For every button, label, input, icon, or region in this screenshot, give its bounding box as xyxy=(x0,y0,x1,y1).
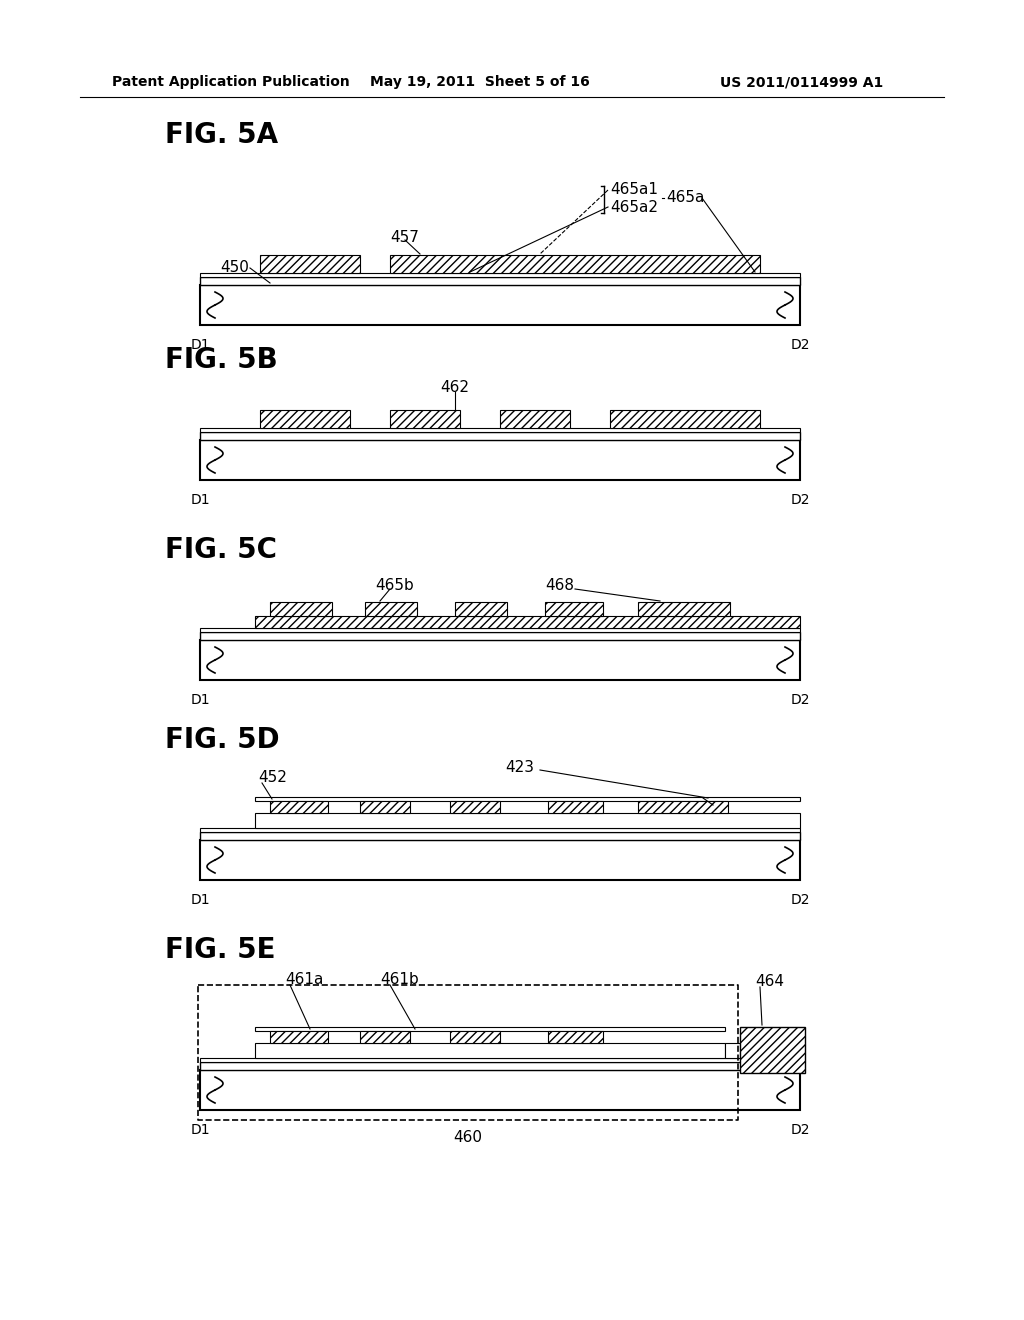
Bar xyxy=(390,255,760,273)
Text: 465a1: 465a1 xyxy=(610,182,658,198)
Text: D1: D1 xyxy=(190,894,210,907)
Text: May 19, 2011  Sheet 5 of 16: May 19, 2011 Sheet 5 of 16 xyxy=(370,75,590,88)
Bar xyxy=(545,602,603,616)
Bar xyxy=(255,1043,725,1059)
Bar xyxy=(200,1063,800,1071)
Bar xyxy=(200,273,800,277)
Bar xyxy=(200,277,800,285)
Bar xyxy=(200,640,800,680)
Bar xyxy=(360,1031,410,1043)
Text: 423: 423 xyxy=(505,760,534,776)
Bar xyxy=(270,1031,328,1043)
Text: 450: 450 xyxy=(220,260,249,276)
Bar xyxy=(200,632,800,640)
Text: Patent Application Publication: Patent Application Publication xyxy=(112,75,350,88)
Text: D2: D2 xyxy=(791,492,810,507)
Bar xyxy=(548,801,603,813)
Bar xyxy=(365,602,417,616)
Text: 465a: 465a xyxy=(666,190,705,206)
Bar xyxy=(200,285,800,325)
Text: FIG. 5E: FIG. 5E xyxy=(165,936,275,964)
Text: FIG. 5D: FIG. 5D xyxy=(165,726,280,754)
Bar xyxy=(200,432,800,440)
Text: D1: D1 xyxy=(190,338,210,352)
Bar xyxy=(638,602,730,616)
Text: FIG. 5A: FIG. 5A xyxy=(165,121,279,149)
Text: 465b: 465b xyxy=(376,578,415,593)
Text: 462: 462 xyxy=(440,380,469,396)
Bar xyxy=(390,411,460,428)
Text: FIG. 5C: FIG. 5C xyxy=(165,536,278,564)
Bar xyxy=(255,813,800,828)
Text: D2: D2 xyxy=(791,693,810,708)
Text: 457: 457 xyxy=(390,230,419,244)
Bar xyxy=(200,832,800,840)
Text: D2: D2 xyxy=(791,894,810,907)
Text: US 2011/0114999 A1: US 2011/0114999 A1 xyxy=(720,75,884,88)
Text: 461a: 461a xyxy=(285,973,324,987)
Bar xyxy=(200,628,800,632)
Bar xyxy=(200,840,800,880)
Text: D2: D2 xyxy=(791,1123,810,1137)
Text: 452: 452 xyxy=(258,771,287,785)
Text: 464: 464 xyxy=(755,974,784,990)
Text: FIG. 5B: FIG. 5B xyxy=(165,346,278,374)
Bar xyxy=(200,440,800,480)
Text: D2: D2 xyxy=(791,338,810,352)
Bar xyxy=(270,801,328,813)
Bar xyxy=(638,801,728,813)
Bar xyxy=(200,828,800,832)
Bar xyxy=(725,1043,740,1059)
Bar xyxy=(740,1027,805,1073)
Bar xyxy=(360,801,410,813)
Bar xyxy=(255,616,800,628)
Bar xyxy=(548,1031,603,1043)
Bar xyxy=(270,602,332,616)
Bar xyxy=(200,1071,800,1110)
Bar xyxy=(260,411,350,428)
Bar xyxy=(255,797,800,801)
Bar xyxy=(260,255,360,273)
Text: D1: D1 xyxy=(190,1123,210,1137)
Bar xyxy=(450,1031,500,1043)
Bar xyxy=(200,428,800,432)
Bar xyxy=(450,801,500,813)
Text: 461b: 461b xyxy=(380,973,419,987)
Text: 465a2: 465a2 xyxy=(610,199,658,214)
Text: D1: D1 xyxy=(190,492,210,507)
Text: 468: 468 xyxy=(546,578,574,593)
Bar xyxy=(610,411,760,428)
Bar xyxy=(500,411,570,428)
Text: 460: 460 xyxy=(454,1130,482,1146)
Bar xyxy=(255,1027,725,1031)
Bar xyxy=(455,602,507,616)
Bar xyxy=(200,1059,800,1063)
Text: D1: D1 xyxy=(190,693,210,708)
